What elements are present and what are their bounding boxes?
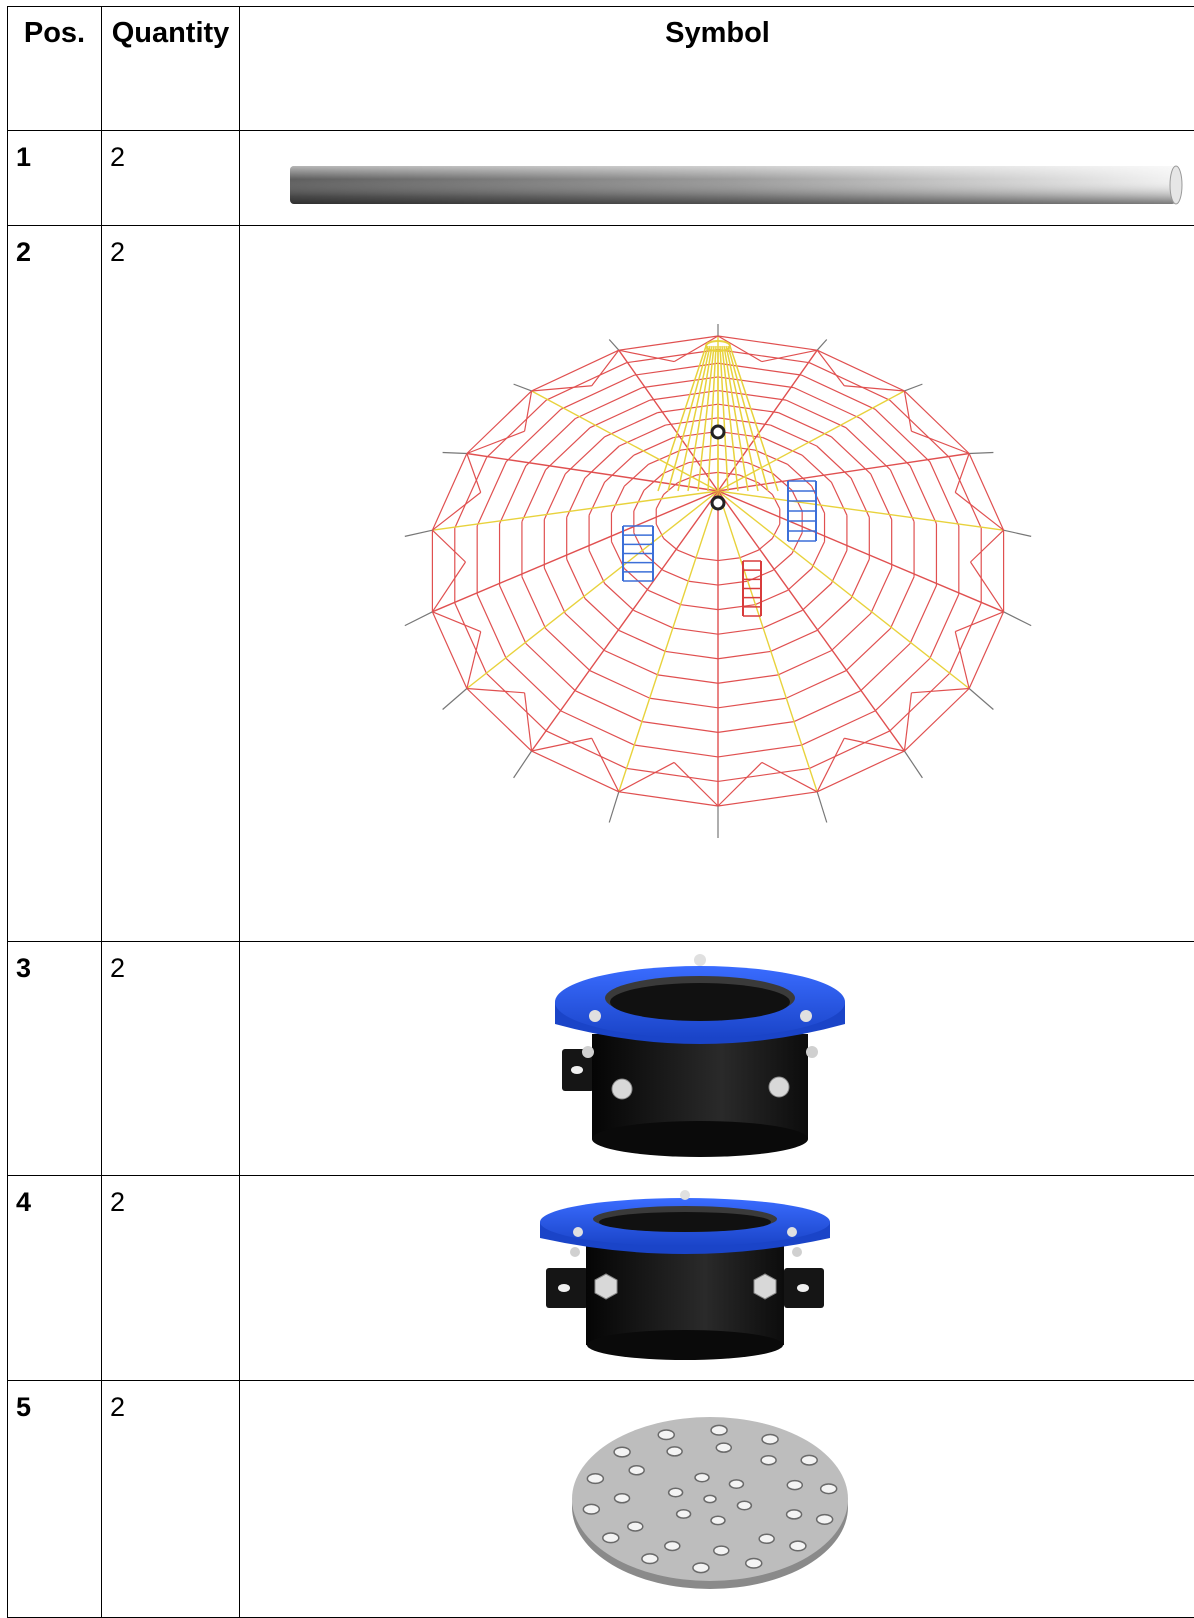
perforated-disc-icon — [560, 1399, 860, 1609]
quantity-cell: 2 — [102, 226, 240, 942]
quantity-cell: 2 — [102, 1381, 240, 1618]
tube-icon — [288, 164, 1184, 206]
symbol-cell — [240, 1381, 1194, 1618]
pos-cell: 4 — [8, 1176, 102, 1381]
header-row: Pos. Quantity Symbol — [8, 7, 1194, 131]
symbol-cell — [240, 942, 1194, 1176]
header-pos: Pos. — [8, 7, 102, 131]
table-row: 4 2 — [8, 1176, 1194, 1381]
short-blue-flange-sleeve-icon — [540, 1190, 830, 1372]
quantity-cell: 2 — [102, 131, 240, 226]
table-row: 2 2 — [8, 226, 1194, 942]
header-symbol: Symbol — [240, 7, 1194, 131]
symbol-cell — [240, 226, 1194, 942]
symbol-cell — [240, 131, 1194, 226]
pos-cell: 1 — [8, 131, 102, 226]
quantity-cell: 2 — [102, 1176, 240, 1381]
quantity-cell: 2 — [102, 942, 240, 1176]
symbol-cell — [240, 1176, 1194, 1381]
parts-table: Pos. Quantity Symbol 1 2 — [7, 6, 1194, 1618]
table-row: 5 2 — [8, 1381, 1194, 1618]
pos-cell: 3 — [8, 942, 102, 1176]
table-row: 3 2 — [8, 942, 1194, 1176]
header-quantity: Quantity — [102, 7, 240, 131]
table-row: 1 2 — [8, 131, 1194, 226]
tall-blue-flange-sleeve-icon — [550, 954, 850, 1169]
pos-cell: 5 — [8, 1381, 102, 1618]
pos-cell: 2 — [8, 226, 102, 942]
spider-web-net-icon — [240, 226, 1194, 941]
